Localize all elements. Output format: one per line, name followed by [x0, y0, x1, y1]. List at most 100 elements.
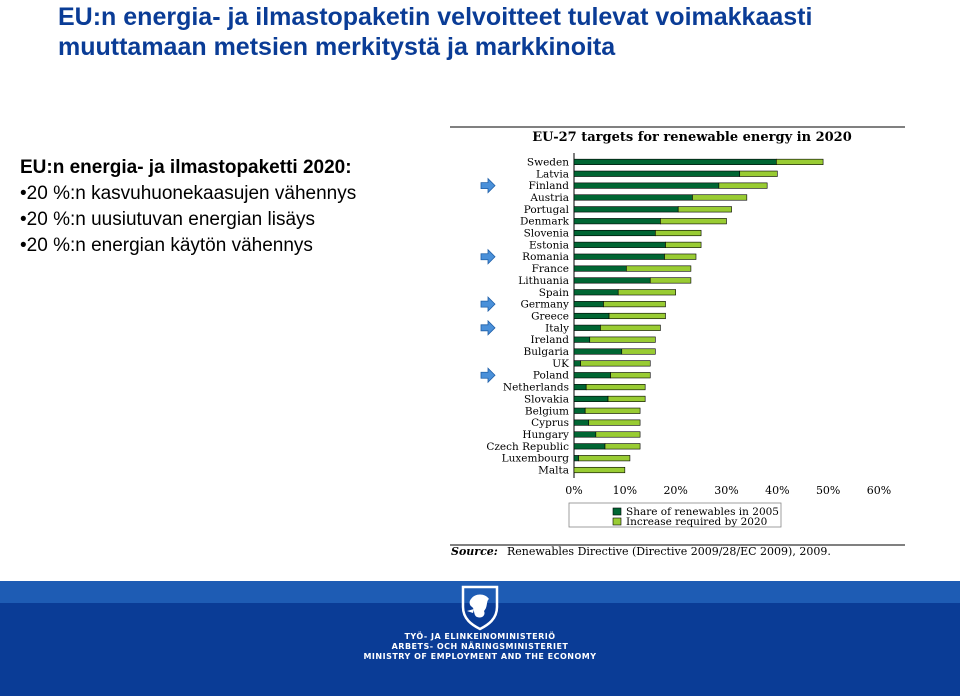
bar-share-2005	[573, 218, 661, 225]
legend-box	[568, 502, 782, 528]
category-label: Cyprus	[531, 417, 569, 429]
x-tick-label: 40%	[765, 484, 789, 497]
arrow-marker-icon	[480, 296, 496, 313]
bullet-item: 20 %:n uusiutuvan energian lisäys	[20, 207, 460, 233]
bar-share-2005	[573, 206, 679, 213]
bar-increase-2020	[665, 241, 702, 248]
bar-share-2005	[573, 384, 587, 391]
bar-increase-2020	[610, 372, 651, 379]
category-label: Netherlands	[503, 382, 569, 394]
category-label: Finland	[528, 180, 569, 192]
category-label: Portugal	[524, 204, 570, 216]
bar-increase-2020	[584, 407, 641, 414]
bar-share-2005	[573, 348, 623, 355]
bar-increase-2020	[578, 455, 631, 462]
bar-increase-2020	[573, 466, 626, 474]
bar-share-2005	[573, 395, 609, 402]
bar-share-2005	[573, 443, 606, 450]
bar-share-2005	[573, 336, 591, 343]
bullet-text: 20 %:n energian käytön vähennys	[26, 235, 313, 256]
chart-title: EU-27 targets for renewable energy in 20…	[532, 130, 852, 145]
bullet-text: 20 %:n uusiutuvan energian lisäys	[26, 209, 316, 230]
x-tick-label: 50%	[816, 484, 840, 497]
category-label: Latvia	[536, 168, 569, 180]
category-label: Czech Republic	[486, 441, 569, 453]
arrow-marker-icon	[480, 248, 496, 265]
bar-share-2005	[573, 301, 604, 308]
renewables-chart: EU-27 targets for renewable energy in 20…	[450, 126, 905, 558]
bar-increase-2020	[649, 277, 692, 284]
ministry-name-sv: ARBETS- OCH NÄRINGSMINISTERIET	[391, 642, 569, 651]
source-text: Renewables Directive (Directive 2009/28/…	[507, 545, 831, 558]
category-label: Greece	[531, 310, 569, 322]
bar-share-2005	[573, 277, 651, 284]
category-label: UK	[552, 358, 569, 370]
category-label: Denmark	[520, 216, 570, 228]
ministry-name-fi: TYÖ- JA ELINKEINOMINISTERIÖ	[404, 632, 556, 641]
bar-share-2005	[573, 170, 741, 177]
bullet-item: 20 %:n energian käytön vähennys	[20, 233, 460, 259]
category-label: Sweden	[527, 156, 569, 168]
category-label: Germany	[520, 299, 569, 311]
category-label: Lithuania	[518, 275, 569, 287]
category-label: Bulgaria	[524, 346, 569, 358]
bar-share-2005	[573, 182, 720, 189]
bar-share-2005	[573, 324, 601, 331]
bar-increase-2020	[664, 253, 697, 260]
category-label: Spain	[539, 287, 570, 299]
category-label: Ireland	[531, 334, 570, 346]
legend-label: Share of renewables in 2005	[626, 506, 779, 518]
x-tick-label: 10%	[613, 484, 637, 497]
category-label: Belgium	[525, 405, 569, 417]
category-label: Hungary	[522, 429, 569, 441]
arrow-marker-icon	[480, 177, 496, 194]
category-label: Estonia	[529, 239, 569, 251]
arrow-marker-icon	[480, 367, 496, 384]
ministry-name-en: MINISTRY OF EMPLOYMENT AND THE ECONOMY	[363, 652, 597, 661]
category-label: Slovenia	[524, 228, 569, 240]
bar-increase-2020	[626, 265, 692, 272]
legend-swatch	[612, 517, 622, 526]
bar-increase-2020	[585, 384, 646, 391]
bar-share-2005	[573, 419, 590, 426]
bar-increase-2020	[677, 206, 732, 213]
bar-increase-2020	[604, 443, 641, 450]
summary-lead: EU:n energia- ja ilmastopaketti 2020:	[20, 157, 352, 178]
category-label: Slovakia	[524, 393, 569, 405]
bar-increase-2020	[617, 289, 676, 296]
bar-share-2005	[573, 229, 656, 237]
bar-increase-2020	[608, 312, 666, 320]
category-label: Luxembourg	[502, 453, 570, 465]
legend-swatch	[612, 507, 622, 516]
category-label: Malta	[538, 465, 569, 477]
bar-increase-2020	[607, 395, 646, 402]
bar-increase-2020	[589, 336, 656, 343]
bar-increase-2020	[776, 158, 824, 165]
bar-share-2005	[573, 265, 627, 272]
bar-share-2005	[573, 194, 693, 201]
bar-increase-2020	[655, 229, 702, 237]
summary-text: EU:n energia- ja ilmastopaketti 2020: 20…	[20, 155, 460, 259]
x-tick-label: 20%	[663, 484, 687, 497]
bar-increase-2020	[595, 431, 641, 438]
bar-share-2005	[573, 289, 619, 296]
bar-increase-2020	[718, 182, 768, 189]
bar-increase-2020	[588, 419, 641, 426]
bar-increase-2020	[600, 324, 661, 331]
lion-crest-icon	[461, 585, 499, 631]
bullet-list: 20 %:n kasvuhuonekaasujen vähennys 20 %:…	[20, 181, 460, 259]
page-title: EU:n energia- ja ilmastopaketin velvoitt…	[58, 3, 813, 61]
bar-increase-2020	[621, 348, 656, 355]
plot-area: SwedenLatviaFinlandAustriaPortugalDenmar…	[480, 153, 891, 497]
bar-share-2005	[573, 312, 610, 320]
bar-share-2005	[573, 455, 579, 462]
category-label: Romania	[522, 251, 569, 263]
bullet-text: 20 %:n kasvuhuonekaasujen vähennys	[26, 183, 357, 204]
x-tick-label: 30%	[714, 484, 738, 497]
bar-share-2005	[573, 407, 586, 414]
bar-share-2005	[573, 241, 666, 248]
x-tick-label: 60%	[867, 484, 891, 497]
bar-share-2005	[573, 360, 581, 367]
x-tick-label: 0%	[565, 484, 582, 497]
bar-share-2005	[573, 253, 665, 260]
